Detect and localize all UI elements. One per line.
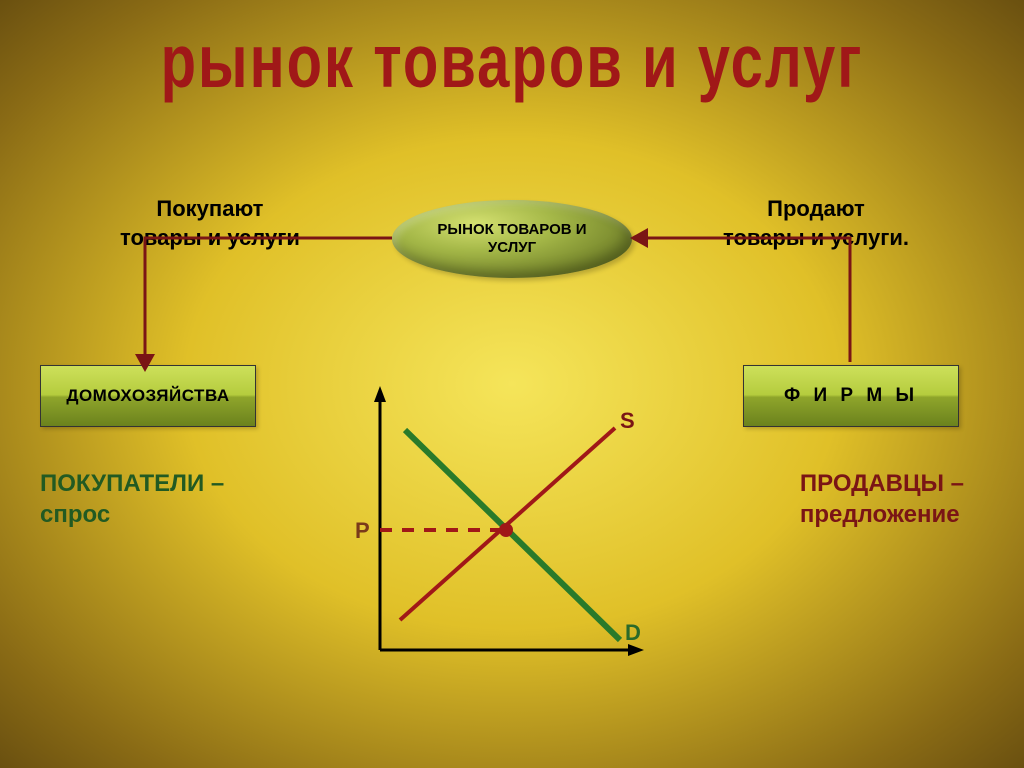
equilibrium-dot [499, 523, 513, 537]
oval-line1: РЫНОК ТОВАРОВ И [437, 221, 586, 238]
buy-label: Покупают товары и услуги [120, 195, 300, 252]
p-label: P [355, 518, 370, 543]
firms-box: Ф И Р М Ы [743, 365, 959, 427]
sell-line1: Продают [767, 196, 865, 221]
households-box: ДОМОХОЗЯЙСТВА [40, 365, 256, 427]
sell-label: Продают товары и услуги. [723, 195, 909, 252]
sellers-line2: предложение [800, 501, 960, 528]
x-axis-arrow [628, 644, 644, 656]
right-arrow-path [638, 238, 850, 362]
market-oval: РЫНОК ТОВАРОВ И УСЛУГ [392, 200, 632, 278]
sellers-label: ПРОДАВЦЫ – предложение [800, 468, 964, 530]
d-label: D [625, 620, 641, 645]
main-title: рынок товаров и услуг [0, 18, 1024, 105]
supply-demand-chart: P S D [320, 380, 680, 690]
sell-line2: товары и услуги. [723, 225, 909, 250]
oval-line2: УСЛУГ [488, 239, 536, 256]
buyers-line2: спрос [40, 501, 110, 528]
buyers-line1: ПОКУПАТЕЛИ – [40, 470, 224, 497]
right-arrow-head [630, 228, 648, 248]
left-arrow-path [145, 238, 392, 362]
demand-line [405, 430, 620, 640]
buy-line1: Покупают [156, 196, 263, 221]
buy-line2: товары и услуги [120, 225, 300, 250]
s-label: S [620, 408, 635, 433]
buyers-label: ПОКУПАТЕЛИ – спрос [40, 468, 224, 530]
sellers-line1: ПРОДАВЦЫ – [800, 470, 964, 497]
y-axis-arrow [374, 386, 386, 402]
